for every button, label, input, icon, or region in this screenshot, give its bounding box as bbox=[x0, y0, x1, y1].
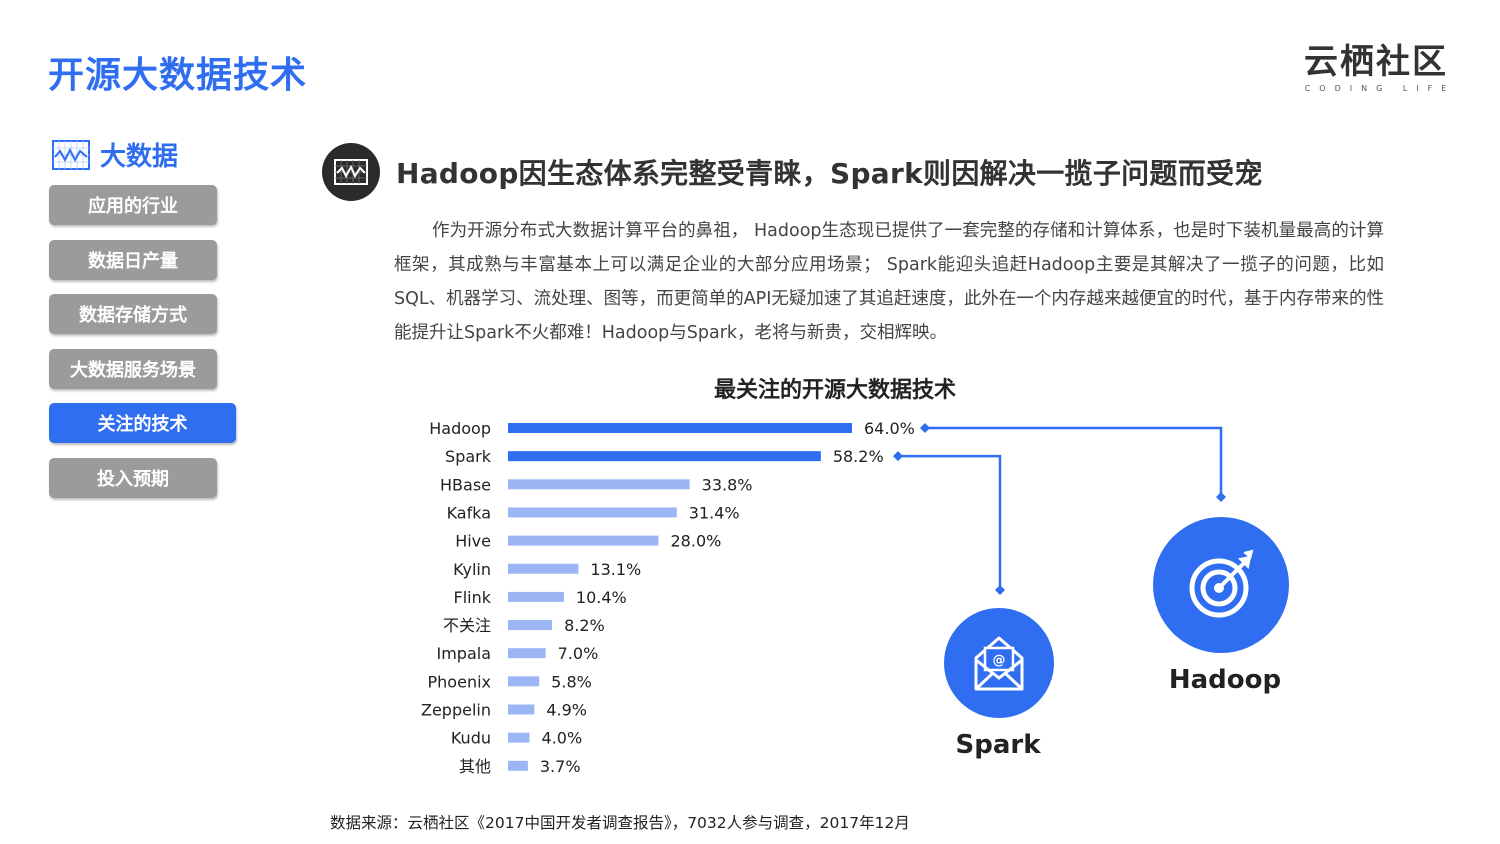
value-label: 5.8% bbox=[551, 672, 592, 691]
category-label: Hadoop bbox=[429, 419, 491, 438]
bar bbox=[508, 591, 564, 602]
category-label: Kudu bbox=[451, 729, 491, 748]
category-label: Kylin bbox=[453, 560, 491, 579]
value-label: 10.4% bbox=[576, 588, 627, 607]
page-title: 开源大数据技术 bbox=[48, 55, 308, 96]
sidebar-item-service-scenarios[interactable]: 大数据服务场景 bbox=[49, 348, 217, 389]
category-label: 其他 bbox=[459, 757, 491, 776]
mail-icon: @ bbox=[974, 636, 1024, 691]
logo-sub: CODING LIFE bbox=[1304, 84, 1456, 93]
chart-title: 最关注的开源大数据技术 bbox=[713, 378, 956, 403]
data-source: 数据来源：云栖社区《2017中国开发者调查报告》，7032人参与调查，2017年… bbox=[330, 814, 910, 832]
bar bbox=[508, 423, 852, 433]
svg-text:@: @ bbox=[993, 653, 1006, 668]
category-label: Flink bbox=[454, 588, 492, 607]
body-paragraph: 作为开源分布式大数据计算平台的鼻祖， Hadoop生态现已提供了一套完整的存储和… bbox=[394, 221, 1384, 343]
value-label: 7.0% bbox=[558, 644, 599, 663]
bar bbox=[508, 648, 546, 659]
sidebar-header: 大数据 bbox=[52, 136, 178, 173]
value-label: 4.0% bbox=[542, 729, 583, 748]
value-label: 4.9% bbox=[546, 701, 587, 720]
logo-main: 云栖社区 bbox=[1304, 42, 1448, 82]
value-label: 28.0% bbox=[671, 532, 722, 551]
value-label: 8.2% bbox=[564, 616, 605, 635]
hadoop-callout-label: Hadoop bbox=[1169, 665, 1281, 695]
bar bbox=[508, 704, 535, 715]
bar bbox=[508, 620, 553, 631]
category-label: 不关注 bbox=[443, 616, 491, 635]
sidebar-item-technologies[interactable]: 关注的技术 bbox=[49, 403, 236, 443]
value-label: 58.2% bbox=[833, 447, 884, 466]
hadoop-connector-end bbox=[1216, 492, 1226, 502]
sidebar-item-industry[interactable]: 应用的行业 bbox=[49, 185, 217, 225]
category-label: Kafka bbox=[447, 503, 491, 522]
value-label: 64.0% bbox=[864, 419, 915, 438]
category-label: Hive bbox=[455, 532, 491, 551]
hadoop-connector-start bbox=[920, 423, 930, 433]
spark-connector-start bbox=[893, 451, 903, 462]
category-label: Zeppelin bbox=[421, 701, 491, 720]
sidebar-item-daily-volume[interactable]: 数据日产量 bbox=[49, 239, 217, 280]
section-header: Hadoop因生态体系完整受青睐，Spark则因解决一揽子问题而受宠 bbox=[322, 143, 1263, 201]
target-icon bbox=[1189, 549, 1254, 618]
sidebar-item-investment[interactable]: 投入预期 bbox=[49, 457, 217, 498]
bar bbox=[508, 535, 659, 546]
logo: 云栖社区 CODING LIFE bbox=[1296, 42, 1456, 93]
sidebar-nav: 应用的行业 数据日产量 数据存储方式 大数据服务场景 关注的技术 投入预期 bbox=[49, 185, 236, 512]
bar bbox=[508, 479, 690, 490]
sidebar-item-storage[interactable]: 数据存储方式 bbox=[49, 294, 217, 334]
sidebar-title: 大数据 bbox=[100, 142, 179, 172]
spark-connector bbox=[898, 454, 1002, 590]
section-icon-circle bbox=[322, 143, 380, 201]
bar bbox=[508, 563, 579, 574]
bar bbox=[508, 507, 677, 518]
monitor-waveform-icon bbox=[334, 159, 368, 185]
value-label: 13.1% bbox=[590, 560, 641, 579]
value-label: 3.7% bbox=[540, 757, 581, 776]
category-label: HBase bbox=[440, 475, 491, 494]
category-label: Impala bbox=[436, 644, 491, 663]
category-label: Phoenix bbox=[428, 672, 491, 691]
value-label: 33.8% bbox=[702, 475, 753, 494]
spark-connector-end bbox=[995, 585, 1005, 595]
bar bbox=[508, 676, 540, 687]
bar bbox=[508, 760, 528, 771]
value-label: 31.4% bbox=[689, 503, 740, 522]
waveform-icon bbox=[52, 139, 90, 170]
bar bbox=[508, 451, 821, 462]
category-label: Spark bbox=[445, 447, 492, 466]
hadoop-connector bbox=[925, 426, 1223, 497]
spark-callout-label: Spark bbox=[956, 730, 1042, 760]
bar bbox=[508, 732, 530, 743]
section-heading: Hadoop因生态体系完整受青睐，Spark则因解决一揽子问题而受宠 bbox=[396, 157, 1263, 190]
